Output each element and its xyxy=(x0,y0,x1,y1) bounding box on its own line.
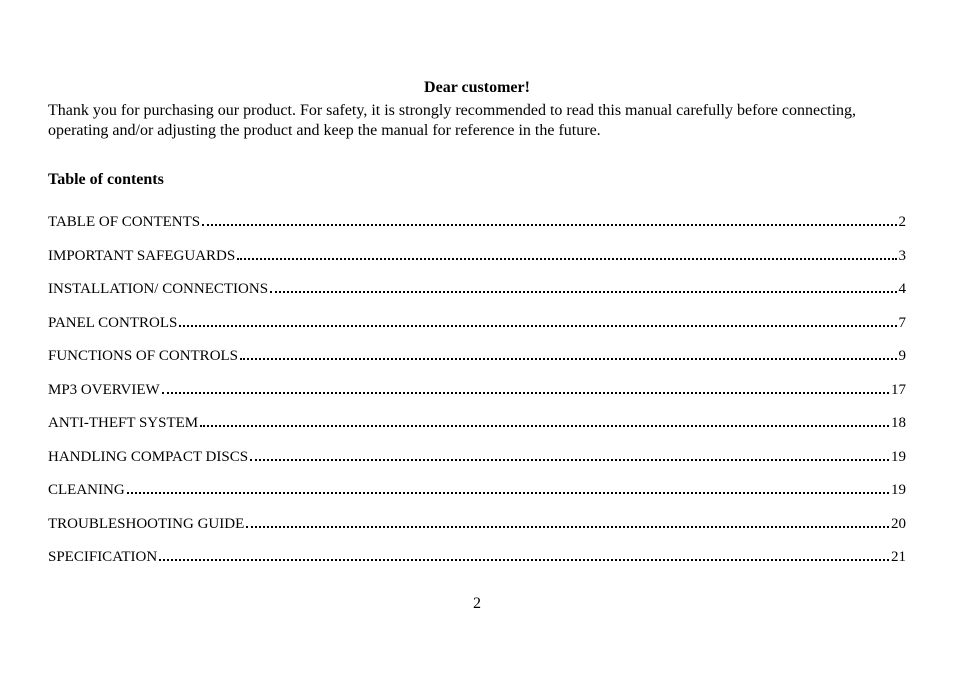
toc-entry-page: 2 xyxy=(899,215,907,230)
toc-entry-page: 17 xyxy=(891,383,906,398)
toc-row: TROUBLESHOOTING GUIDE 20 xyxy=(48,512,906,532)
toc-row: INSTALLATION/ CONNECTIONS 4 xyxy=(48,278,906,298)
toc-leader-dots xyxy=(179,311,896,327)
toc-entry-title: HANDLING COMPACT DISCS xyxy=(48,450,248,465)
toc-entry-title: ANTI-THEFT SYSTEM xyxy=(48,416,198,431)
toc-entry-page: 19 xyxy=(891,483,906,498)
toc-leader-dots xyxy=(240,345,896,361)
toc-entry-page: 20 xyxy=(891,517,906,532)
toc-leader-dots xyxy=(200,412,889,428)
intro-paragraph: Thank you for purchasing our product. Fo… xyxy=(48,101,906,141)
greeting-heading: Dear customer! xyxy=(48,78,906,99)
toc-leader-dots xyxy=(250,445,889,461)
toc-leader-dots xyxy=(237,244,896,260)
toc-row: FUNCTIONS OF CONTROLS 9 xyxy=(48,345,906,365)
toc-leader-dots xyxy=(202,211,896,227)
page-number: 2 xyxy=(0,595,954,613)
toc-leader-dots xyxy=(159,546,889,562)
toc-row: HANDLING COMPACT DISCS 19 xyxy=(48,445,906,465)
toc-row: PANEL CONTROLS 7 xyxy=(48,311,906,331)
toc-entry-title: FUNCTIONS OF CONTROLS xyxy=(48,349,238,364)
toc-entry-title: TROUBLESHOOTING GUIDE xyxy=(48,517,244,532)
toc-entry-title: PANEL CONTROLS xyxy=(48,316,177,331)
toc-leader-dots xyxy=(127,479,889,495)
toc-entry-page: 7 xyxy=(899,316,907,331)
toc-entry-page: 21 xyxy=(891,550,906,565)
toc-row: TABLE OF CONTENTS 2 xyxy=(48,211,906,231)
toc-row: ANTI-THEFT SYSTEM 18 xyxy=(48,412,906,432)
table-of-contents: TABLE OF CONTENTS2IMPORTANT SAFEGUARDS3I… xyxy=(48,211,906,566)
toc-entry-title: CLEANING xyxy=(48,483,125,498)
toc-row: CLEANING 19 xyxy=(48,479,906,499)
toc-entry-page: 4 xyxy=(899,282,907,297)
toc-entry-page: 3 xyxy=(899,249,907,264)
page: Dear customer! Thank you for purchasing … xyxy=(0,0,954,673)
toc-entry-title: IMPORTANT SAFEGUARDS xyxy=(48,249,235,264)
toc-entry-title: MP3 OVERVIEW xyxy=(48,383,160,398)
toc-leader-dots xyxy=(270,278,896,294)
toc-leader-dots xyxy=(246,512,889,528)
toc-entry-page: 18 xyxy=(891,416,906,431)
toc-entry-title: INSTALLATION/ CONNECTIONS xyxy=(48,282,268,297)
toc-entry-page: 19 xyxy=(891,450,906,465)
toc-heading: Table of contents xyxy=(48,171,906,189)
toc-row: IMPORTANT SAFEGUARDS 3 xyxy=(48,244,906,264)
toc-entry-page: 9 xyxy=(899,349,907,364)
toc-leader-dots xyxy=(162,378,889,394)
toc-entry-title: SPECIFICATION xyxy=(48,550,157,565)
toc-row: SPECIFICATION 21 xyxy=(48,546,906,566)
toc-row: MP3 OVERVIEW 17 xyxy=(48,378,906,398)
toc-entry-title: TABLE OF CONTENTS xyxy=(48,215,200,230)
